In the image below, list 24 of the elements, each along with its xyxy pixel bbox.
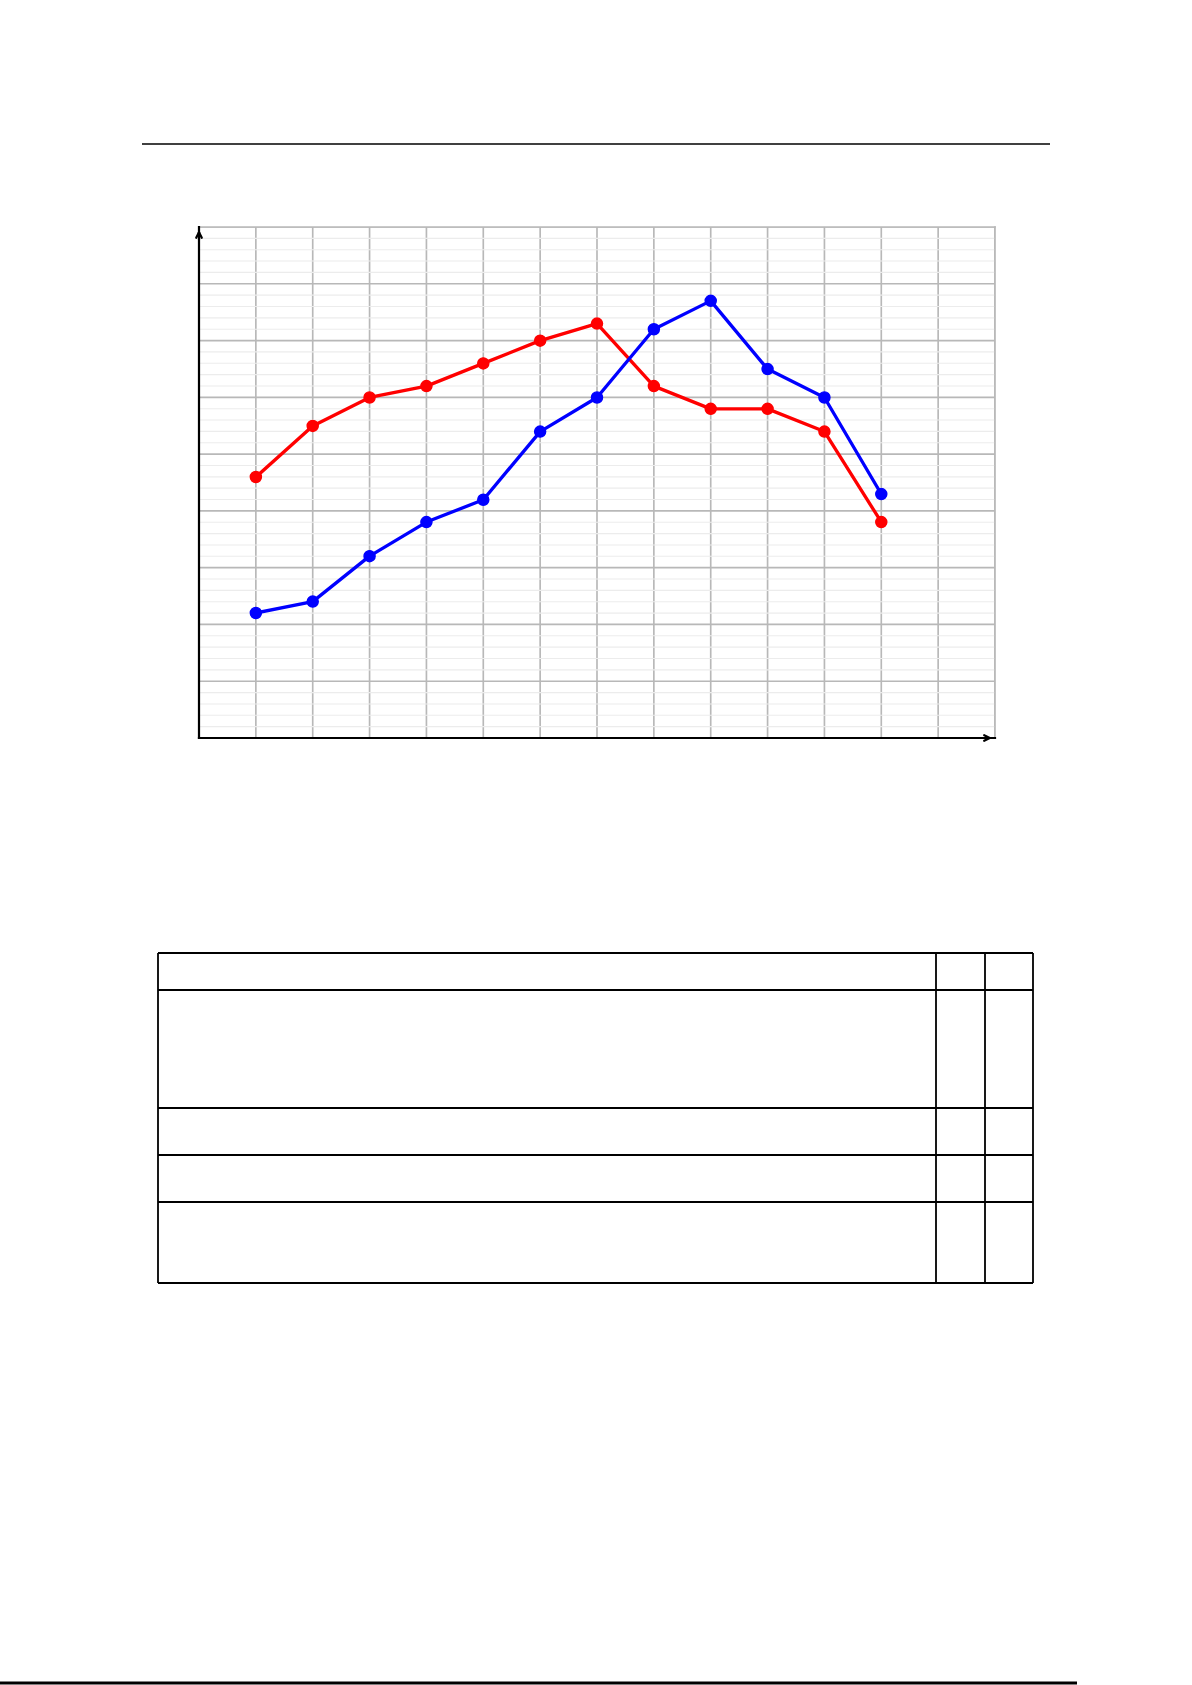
point — [647, 323, 661, 336]
point — [704, 402, 717, 416]
point — [420, 379, 433, 393]
point — [306, 595, 319, 608]
point — [818, 425, 831, 438]
point — [704, 294, 717, 308]
point — [363, 391, 376, 404]
point — [420, 515, 433, 529]
point — [875, 487, 888, 501]
point — [761, 362, 774, 376]
point — [477, 357, 490, 370]
point — [363, 549, 376, 563]
point — [761, 402, 774, 416]
point — [590, 391, 604, 404]
point — [477, 493, 490, 507]
point — [306, 419, 319, 433]
point — [249, 470, 263, 484]
point — [249, 606, 263, 620]
point — [533, 334, 547, 347]
point — [818, 391, 831, 404]
point — [875, 515, 888, 529]
point — [590, 317, 604, 330]
point — [647, 379, 661, 393]
point — [533, 425, 547, 438]
